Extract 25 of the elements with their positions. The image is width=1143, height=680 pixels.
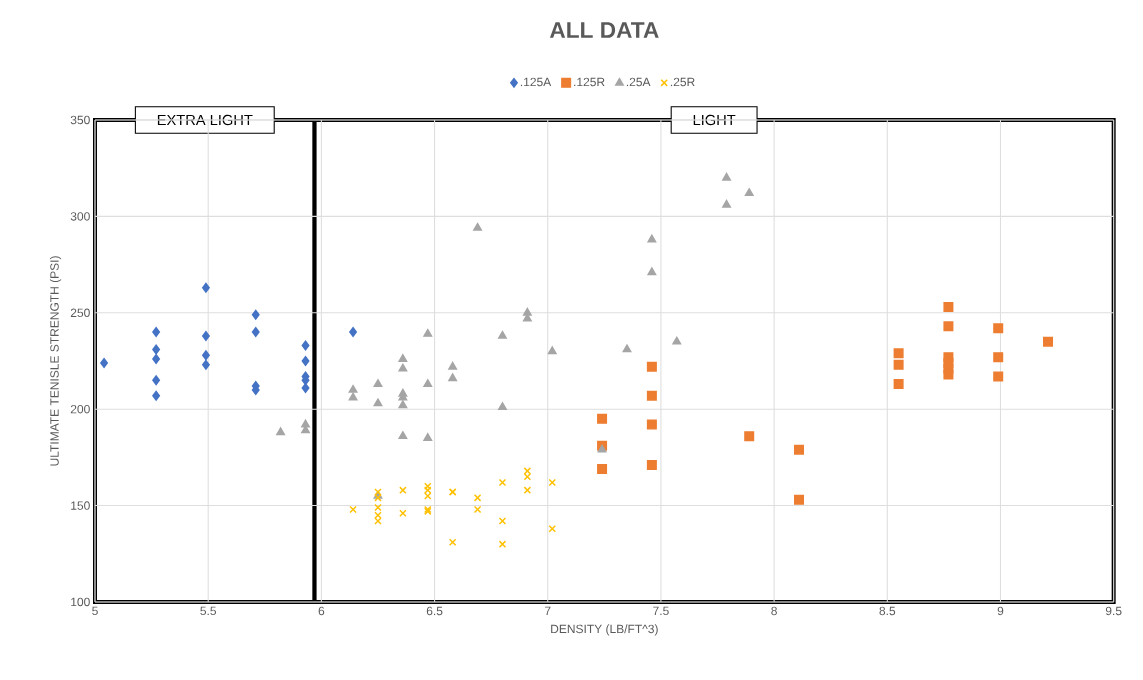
legend-label: .125R	[574, 77, 605, 87]
y-tick-label: 200	[70, 404, 90, 414]
y-tick-label: 350	[70, 115, 90, 125]
band-label: LIGHT	[693, 114, 736, 126]
legend-label: .25A	[626, 77, 651, 87]
y-tick-label: 100	[71, 597, 90, 607]
x-tick-label: 5	[92, 606, 98, 616]
y-tick-label: 300	[70, 212, 90, 221]
chart-title: ALL DATA	[549, 22, 659, 38]
band-label: EXTRA LIGHT	[157, 114, 253, 126]
x-tick-label: 7	[545, 606, 551, 615]
x-tick-label: 8.5	[879, 606, 896, 616]
legend-label: .125A	[520, 77, 552, 87]
y-axis-title: ULTIMATE TENISLE STRENGTH (PSI)	[49, 256, 62, 466]
x-tick-label: 6.5	[426, 606, 443, 616]
x-axis-title: DENSITY (LB/FT^3)	[551, 624, 658, 636]
x-tick-label: 9	[997, 606, 1004, 616]
x-tick-label: 8	[771, 606, 777, 616]
x-tick-label: 6	[318, 606, 325, 616]
x-tick-label: 5.5	[200, 606, 217, 616]
y-tick-label: 250	[70, 308, 90, 318]
x-tick-label: 7.5	[653, 606, 669, 616]
legend-label: .25R	[670, 77, 695, 87]
x-tick-label: 9.5	[1105, 606, 1122, 616]
y-tick-label: 150	[71, 501, 90, 510]
